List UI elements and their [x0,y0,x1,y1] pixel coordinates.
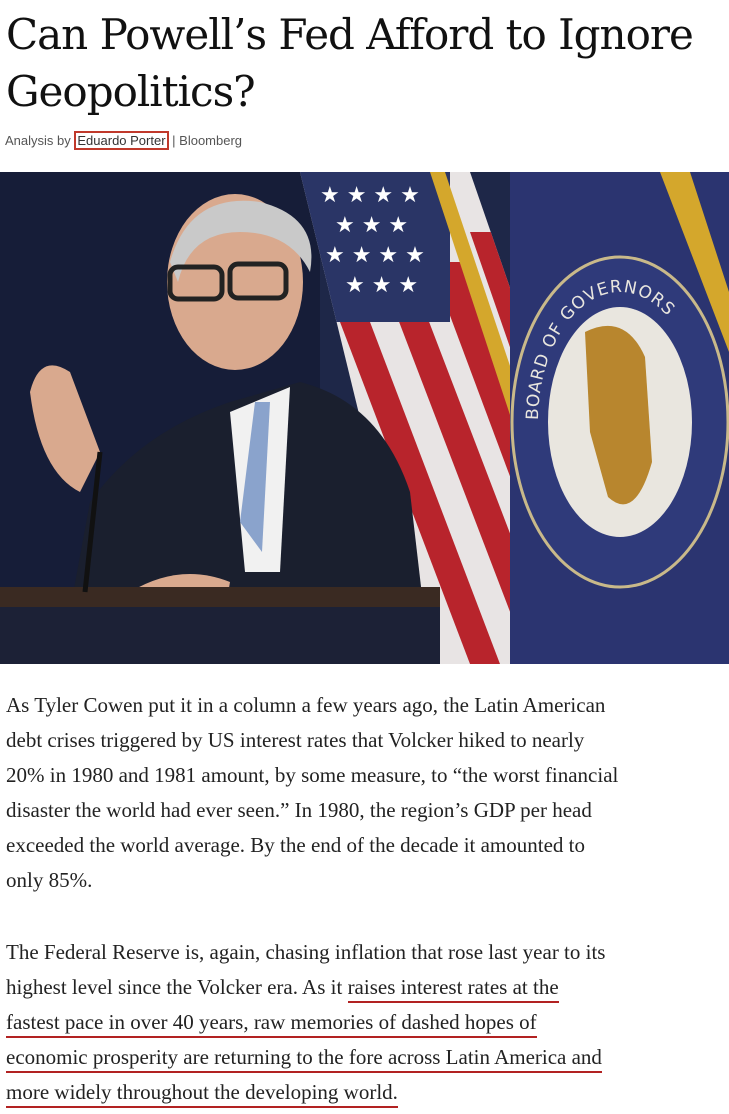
paragraph-2: The Federal Reserve is, again, chasing i… [6,935,605,1110]
highlighted-text: more widely throughout the developing wo… [6,1080,398,1108]
article-photo: ★ ★ ★ ★ ★ ★ ★ ★ ★ ★ ★ ★ ★ ★ BOARD OF GOVER… [0,172,729,664]
text-line: only 85%. [6,868,93,892]
svg-text:★ ★ ★ ★: ★ ★ ★ ★ [325,243,425,268]
highlighted-text: economic prosperity are returning to the… [6,1045,602,1073]
text-segment: highest level since the Volcker era. As … [6,975,348,999]
text-line: 20% in 1980 and 1981 amount, by some mea… [6,763,619,787]
byline-prefix: Analysis by [5,133,75,148]
text-line: exceeded the world average. By the end o… [6,833,586,857]
source-label: | Bloomberg [172,133,243,148]
highlighted-text: raises interest rates at the [347,975,559,1003]
article-title: Can Powell’s Fed Afford to Ignore Geopol… [6,6,729,120]
title-line: Can Powell’s Fed Afford to Ignore [6,10,694,59]
text-line: more widely throughout the developing wo… [6,1075,605,1110]
text-line: debt crises triggered by US interest rat… [6,728,585,752]
lectern [0,587,440,607]
svg-text:★ ★ ★: ★ ★ ★ [335,213,408,238]
author-link[interactable]: Eduardo Porter [74,131,169,150]
title-line: Geopolitics? [6,67,256,116]
paragraph-1: As Tyler Cowen put it in a column a few … [6,688,618,898]
text-line: highest level since the Volcker era. As … [6,970,605,1005]
text-line: disaster the world had ever seen.” In 19… [6,798,592,822]
text-line: The Federal Reserve is, again, chasing i… [6,940,606,964]
seal: BOARD OF GOVERNORS [510,255,729,589]
svg-text:★ ★ ★ ★: ★ ★ ★ ★ [320,183,420,208]
text-line: fastest pace in over 40 years, raw memor… [6,1005,605,1040]
highlighted-text: fastest pace in over 40 years, raw memor… [6,1010,537,1038]
photo-illustration: ★ ★ ★ ★ ★ ★ ★ ★ ★ ★ ★ ★ ★ ★ BOARD OF GOVER… [0,172,729,664]
byline: Analysis by Eduardo Porter | Bloomberg [5,131,243,150]
text-line: economic prosperity are returning to the… [6,1040,605,1075]
svg-text:★ ★ ★: ★ ★ ★ [345,273,418,298]
text-line: As Tyler Cowen put it in a column a few … [6,693,606,717]
